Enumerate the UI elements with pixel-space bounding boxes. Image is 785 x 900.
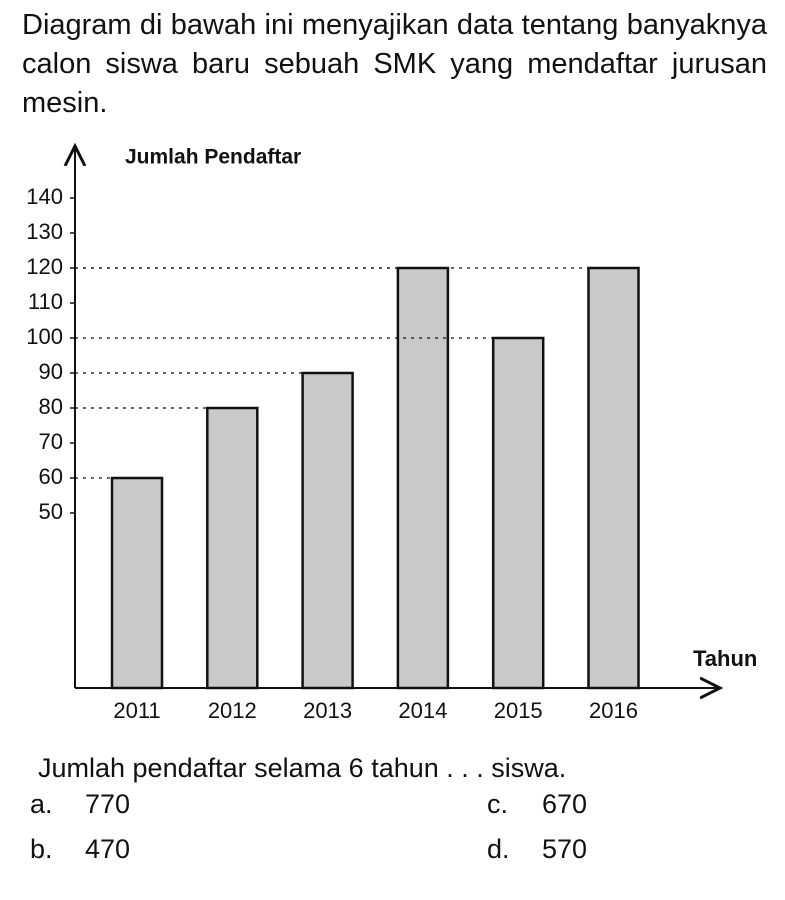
bar — [587, 266, 640, 690]
y-tick-label: 110 — [28, 289, 63, 314]
option-label: c. — [487, 789, 508, 819]
bar — [491, 336, 545, 690]
question: Jumlah pendaftar selama 6 tahun . . . si… — [38, 753, 566, 783]
bar — [301, 371, 354, 690]
y-tick-label: 100 — [26, 324, 63, 349]
option-text: 770 — [85, 789, 130, 819]
option-label: a. — [30, 789, 53, 819]
x-tick-label: 2015 — [494, 698, 543, 723]
y-tick-label: 80 — [39, 394, 63, 419]
x-tick-label: 2011 — [113, 698, 160, 723]
bar — [110, 476, 164, 690]
option-text: 470 — [85, 834, 130, 864]
y-tick-label: 130 — [26, 219, 63, 244]
x-tick-label: 2013 — [303, 698, 352, 723]
option-text: 570 — [542, 834, 587, 864]
x-tick-label: 2016 — [589, 698, 638, 723]
problem-text: Diagram di bawah ini menyajikan data ten… — [22, 9, 767, 119]
x-tick-label: 2014 — [398, 698, 447, 723]
y-axis-label: Jumlah Pendaftar — [125, 146, 301, 169]
option-label: b. — [30, 834, 53, 864]
y-tick-label: 70 — [39, 429, 63, 454]
x-axis-label: Tahun — [693, 646, 757, 671]
x-tick-label: 2012 — [208, 698, 257, 723]
bar — [396, 266, 450, 690]
y-tick-label: 120 — [26, 254, 63, 279]
option-label: d. — [487, 834, 510, 864]
y-tick-label: 50 — [39, 499, 63, 524]
y-tick-label: 140 — [26, 184, 63, 209]
y-tick-label: 90 — [39, 359, 63, 384]
bar — [206, 406, 259, 690]
y-tick-label: 60 — [39, 464, 63, 489]
option-text: 670 — [542, 789, 587, 819]
